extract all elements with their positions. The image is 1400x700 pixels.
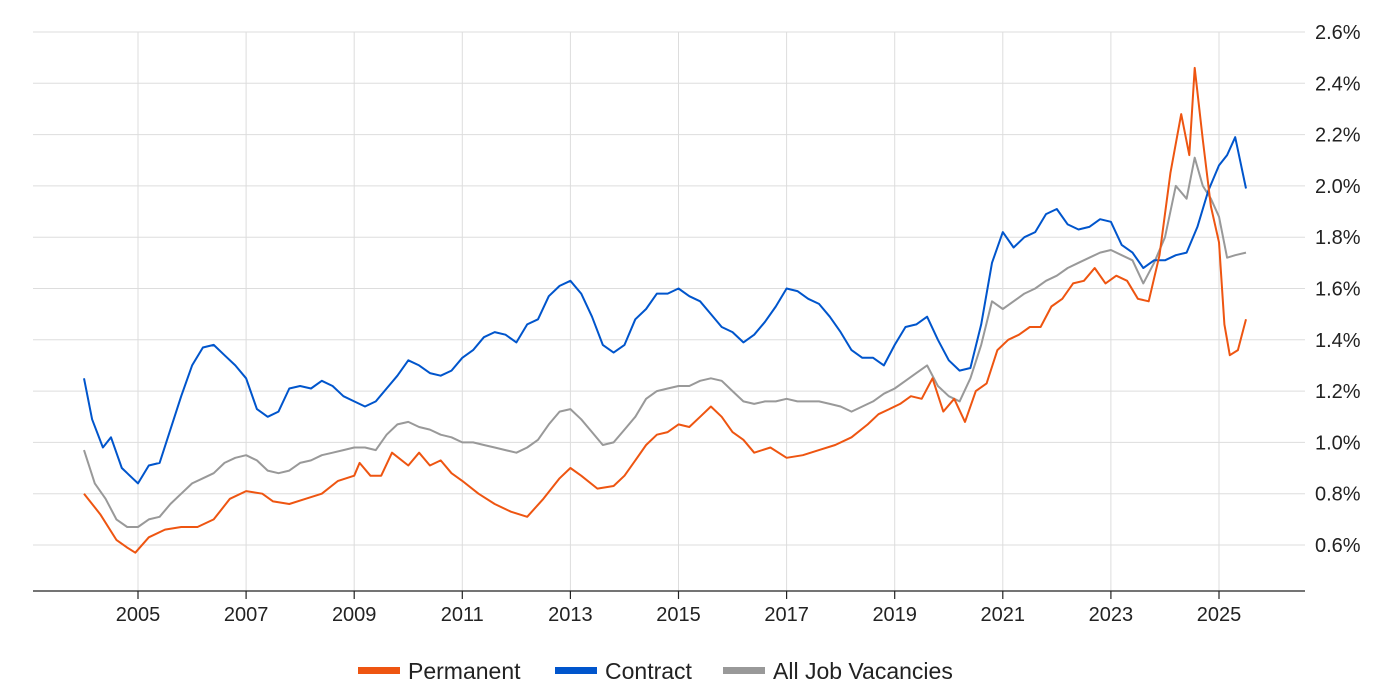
- y-tick-label: 2.6%: [1315, 22, 1361, 44]
- x-tick-label: 2011: [441, 604, 484, 626]
- y-tick-label: 1.0%: [1315, 432, 1361, 454]
- y-tick-label: 1.2%: [1315, 381, 1361, 403]
- x-tick-label: 2019: [872, 604, 917, 626]
- series-line-all-job-vacancies: [83, 156, 1247, 528]
- legend-label: All Job Vacancies: [773, 658, 953, 684]
- y-tick-label: 0.6%: [1315, 535, 1361, 557]
- y-tick-label: 0.8%: [1315, 484, 1361, 506]
- y-axis: 0.6% 0.8% 1.0% 1.2% 1.4% 1.6% 1.8% 2.0% 2.2% 2.4%…: [1315, 22, 1361, 557]
- legend-label: Permanent: [408, 658, 521, 684]
- x-tick-label: 2013: [548, 604, 593, 626]
- y-tick-label: 1.8%: [1315, 227, 1361, 249]
- x-tick-label: 2009: [332, 604, 377, 626]
- y-tick-label: 2.4%: [1315, 73, 1361, 95]
- y-tick-label: 2.0%: [1315, 176, 1361, 198]
- legend-swatch: [555, 667, 597, 674]
- x-tick-label: 2023: [1089, 604, 1134, 626]
- y-tick-label: 2.2%: [1315, 125, 1361, 147]
- series-line-contract: [83, 136, 1247, 485]
- y-tick-label: 1.4%: [1315, 330, 1361, 352]
- x-tick-label: 2007: [224, 604, 269, 626]
- x-tick-label: 2005: [116, 604, 161, 626]
- x-tick-label: 2025: [1197, 604, 1242, 626]
- series-lines: [83, 66, 1247, 554]
- y-tick-label: 1.6%: [1315, 279, 1361, 301]
- grid: [33, 31, 1305, 591]
- legend: Permanent Contract All Job Vacancies: [358, 658, 953, 684]
- legend-swatch: [723, 667, 765, 674]
- legend-swatch: [358, 667, 400, 674]
- legend-label: Contract: [605, 658, 693, 684]
- x-axis: 2005 2007 2009 2011 2013 2015 2017 2019 2021 2023…: [33, 590, 1305, 626]
- series-line-permanent: [83, 66, 1247, 554]
- x-tick-label: 2017: [764, 604, 809, 626]
- x-tick-label: 2015: [656, 604, 701, 626]
- x-tick-label: 2021: [981, 604, 1026, 626]
